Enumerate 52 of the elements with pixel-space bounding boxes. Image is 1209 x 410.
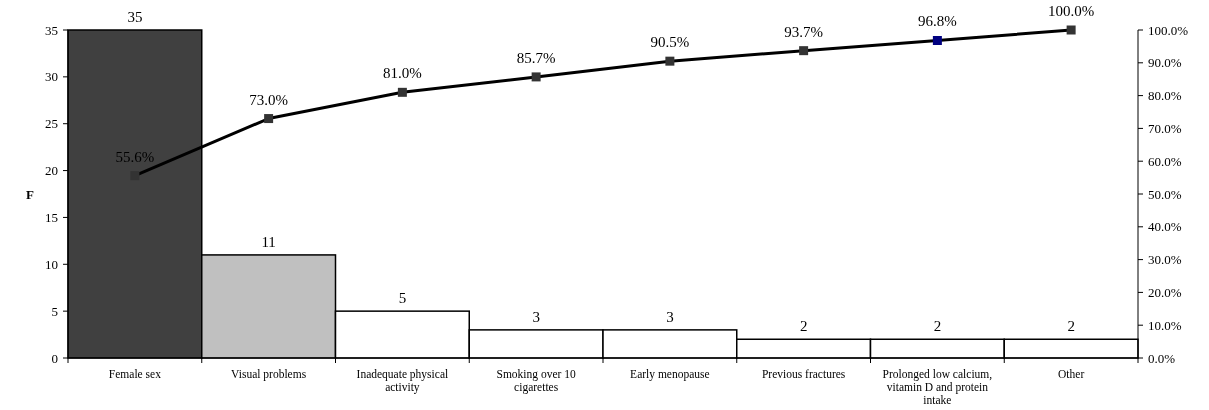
point [531,72,541,82]
y-tick-label: 35 [45,22,58,38]
data-label: 3 [666,308,674,325]
data-label: 96.8% [918,13,957,30]
y-tick-label: 30 [45,69,58,85]
x-tick-label: Visual problems [231,368,307,381]
y-tick-label: 0 [51,350,58,366]
data-label: 2 [799,318,808,335]
data-label: 2 [1067,318,1075,335]
y2-tick-label: 40.0% [1148,219,1182,235]
data-label: 73.0% [249,91,288,108]
x-tick-label: Early menopause [630,368,710,381]
x-tick-label: Previous fractures [761,368,846,380]
y2-tick-label: 10.0% [1148,317,1182,333]
data-label: 81.0% [383,65,422,82]
y2-tick-label: 70.0% [1148,120,1182,136]
y-tick-label: 5 [51,303,58,319]
x-tick-label: Inadequate physical activity [356,368,449,394]
y2-tick-label: 30.0% [1148,252,1182,268]
y2-tick-label: 0.0% [1148,350,1176,366]
data-label: 90.5% [650,34,690,51]
point [665,56,675,66]
y2-tick-label: 60.0% [1148,153,1182,169]
x-tick-label: Prolonged low calcium, vitamin D and protein intake [882,368,993,406]
y2-tick-label: 90.0% [1148,55,1182,71]
point [130,171,140,181]
data-label: 55.6% [115,148,155,165]
data-label: 3 [532,308,540,325]
point [397,87,407,97]
y-tick-label: 20 [45,163,58,179]
x-tick-label: Female sex [108,368,162,380]
data-label: 5 [398,290,407,307]
y2-tick-label: 50.0% [1148,186,1182,202]
y2-tick-label: 80.0% [1148,88,1182,104]
y-tick-label: 15 [45,209,58,225]
point [799,46,809,56]
y-tick-label: 25 [45,116,58,132]
data-label: 85.7% [516,49,556,66]
x-tick-label: Smoking over 10 cigarettes [496,368,576,394]
data-label: 2 [933,318,942,335]
point [264,114,274,124]
data-label: 11 [261,233,276,250]
x-tick-label: Other [1058,368,1085,380]
point [1066,25,1076,35]
data-label: 93.7% [784,23,823,40]
data-label: 35 [127,9,143,25]
y-axis-title: F [26,186,35,202]
y-tick-label: 10 [45,256,58,272]
y2-tick-label: 100.0% [1148,22,1189,38]
y2-tick-label: 20.0% [1148,284,1182,300]
point [932,36,942,45]
data-label: 100.0% [1048,3,1095,19]
